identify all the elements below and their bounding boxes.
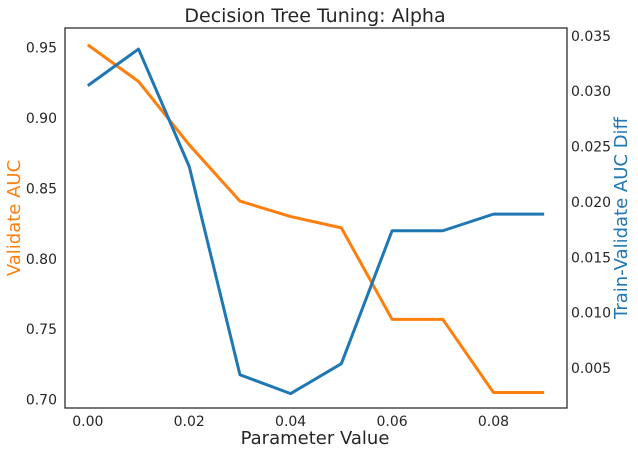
series-line-validate-auc: [86, 43, 545, 395]
y-right-tick-label: 0.005: [571, 361, 611, 377]
chart-title: Decision Tree Tuning: Alpha: [184, 5, 445, 27]
x-tick-label: 0.08: [478, 414, 509, 430]
y-right-tick-label: 0.010: [571, 306, 611, 322]
y-right-tick-label: 0.035: [571, 29, 611, 45]
y-axis-left: 0.70 0.75 0.80 0.85 0.90 0.95: [26, 41, 57, 409]
y-right-tick-label: 0.025: [571, 140, 611, 156]
plot-frame: [64, 27, 568, 409]
x-axis: 0.00 0.02 0.04 0.06 0.08: [72, 414, 509, 430]
y-left-tick-label: 0.95: [26, 41, 57, 57]
x-tick-label: 0.02: [174, 414, 205, 430]
y-right-tick-label: 0.015: [571, 250, 611, 266]
series-line-train-validate-auc-diff: [86, 47, 545, 396]
y-left-tick-label: 0.75: [26, 322, 57, 338]
x-tick-label: 0.04: [275, 414, 306, 430]
x-tick-label: 0.06: [376, 414, 407, 430]
y-left-tick-label: 0.80: [26, 252, 57, 268]
y-axis-left-label: Validate AUC: [4, 160, 25, 276]
y-left-tick-label: 0.70: [26, 393, 57, 409]
y-axis-right-label: Train-Validate AUC Diff: [611, 116, 632, 320]
y-right-tick-label: 0.020: [571, 195, 611, 211]
y-left-tick-label: 0.85: [26, 181, 57, 197]
x-tick-label: 0.00: [72, 414, 103, 430]
x-axis-label: Parameter Value: [241, 428, 390, 449]
y-right-tick-label: 0.030: [571, 84, 611, 100]
y-axis-right: 0.005 0.010 0.015 0.020 0.025 0.030 0.035: [571, 29, 611, 377]
plot-area: [86, 43, 545, 396]
y-left-tick-label: 0.90: [26, 111, 57, 127]
